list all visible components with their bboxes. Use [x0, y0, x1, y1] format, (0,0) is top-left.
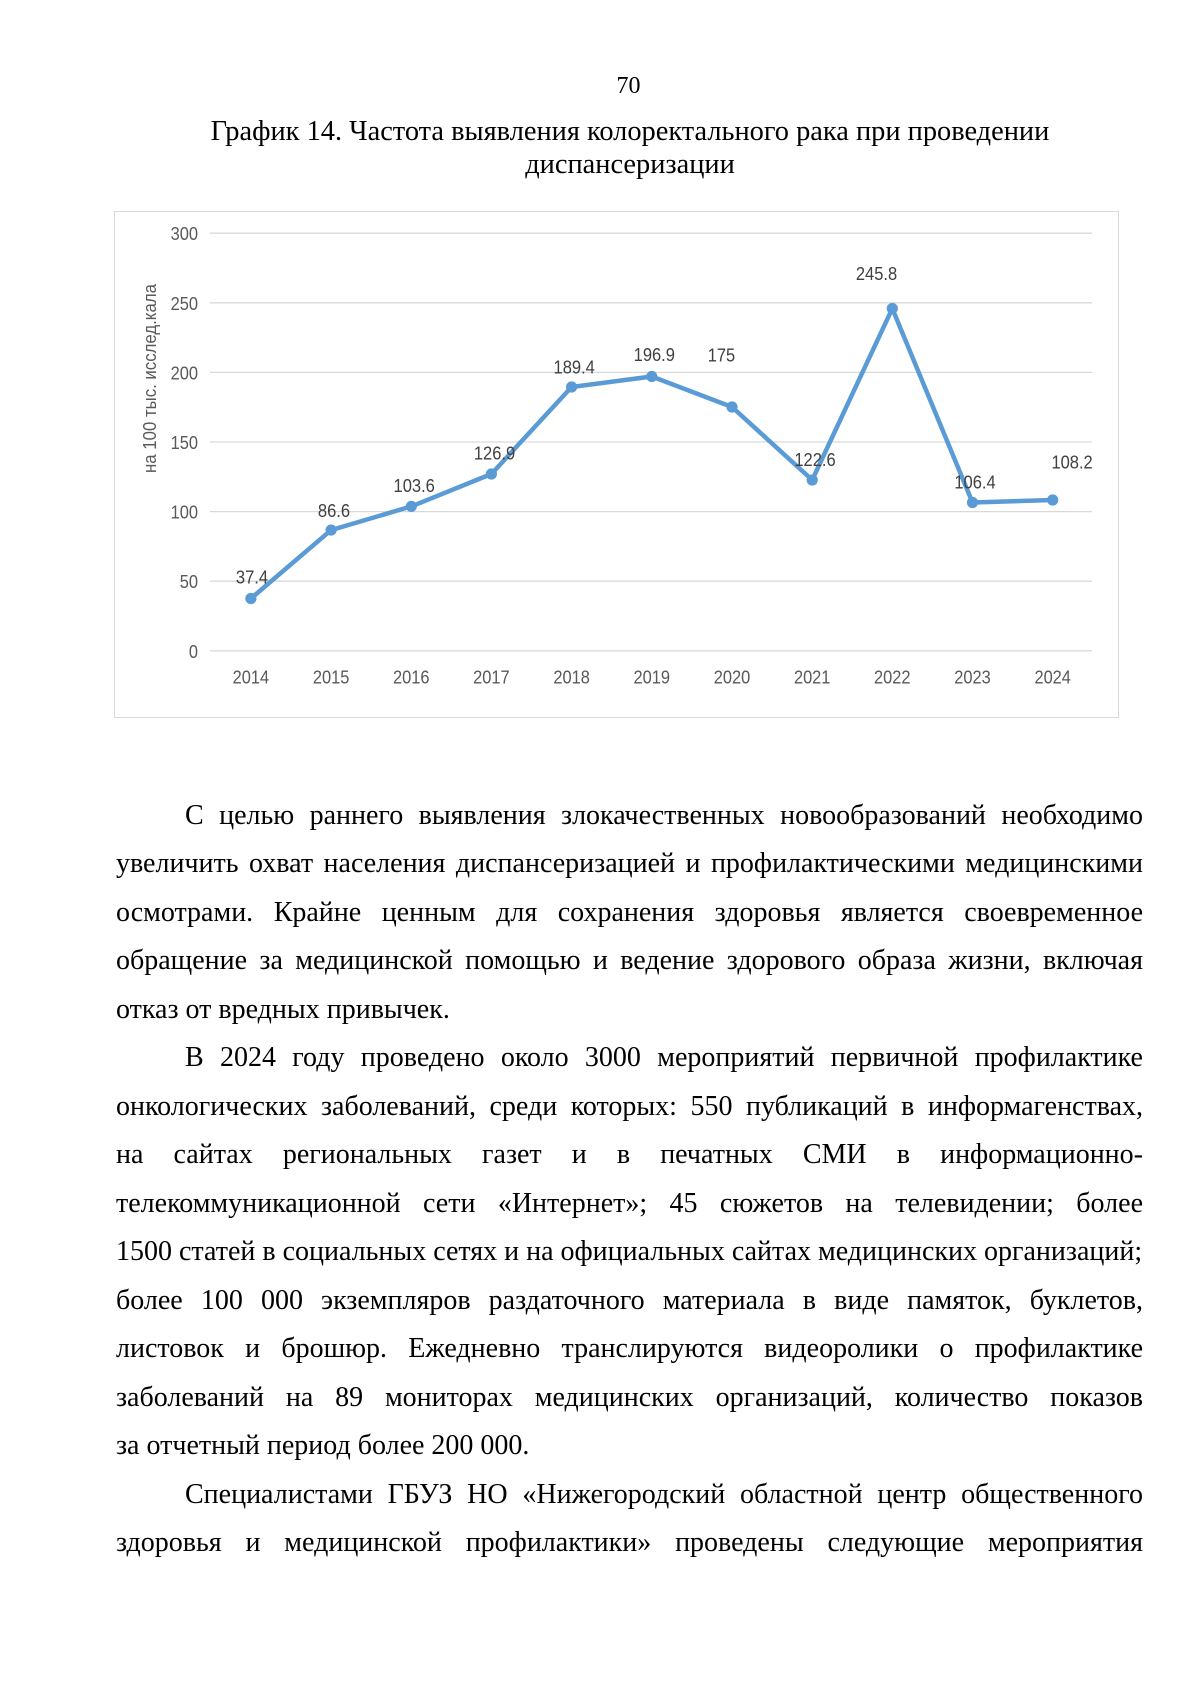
- svg-text:50: 50: [180, 572, 198, 592]
- svg-text:103.6: 103.6: [394, 476, 435, 496]
- svg-text:300: 300: [171, 224, 198, 244]
- svg-text:2014: 2014: [233, 667, 270, 687]
- svg-text:2024: 2024: [1034, 667, 1071, 687]
- svg-text:2016: 2016: [393, 667, 430, 687]
- svg-text:200: 200: [171, 363, 198, 383]
- svg-text:100: 100: [171, 503, 198, 523]
- svg-text:196.9: 196.9: [634, 345, 675, 365]
- svg-text:2018: 2018: [553, 667, 590, 687]
- svg-text:250: 250: [171, 294, 198, 314]
- svg-text:2020: 2020: [714, 667, 751, 687]
- svg-text:2017: 2017: [473, 667, 510, 687]
- svg-text:150: 150: [171, 433, 198, 453]
- svg-text:2021: 2021: [794, 667, 831, 687]
- svg-text:245.8: 245.8: [856, 264, 897, 284]
- svg-text:на 100 тыс. исслед.кала: на 100 тыс. исслед.кала: [139, 283, 160, 473]
- svg-text:2023: 2023: [954, 667, 991, 687]
- svg-text:175: 175: [708, 346, 735, 366]
- svg-text:2022: 2022: [874, 667, 911, 687]
- svg-text:2019: 2019: [634, 667, 671, 687]
- svg-text:0: 0: [189, 642, 198, 662]
- svg-text:108.2: 108.2: [1051, 453, 1092, 473]
- svg-text:37.4: 37.4: [236, 567, 268, 587]
- svg-text:106.4: 106.4: [954, 473, 995, 493]
- svg-text:122.6: 122.6: [794, 450, 835, 470]
- svg-text:86.6: 86.6: [318, 501, 350, 521]
- svg-text:189.4: 189.4: [554, 358, 595, 378]
- svg-text:2015: 2015: [313, 667, 350, 687]
- svg-text:126.9: 126.9: [474, 444, 515, 464]
